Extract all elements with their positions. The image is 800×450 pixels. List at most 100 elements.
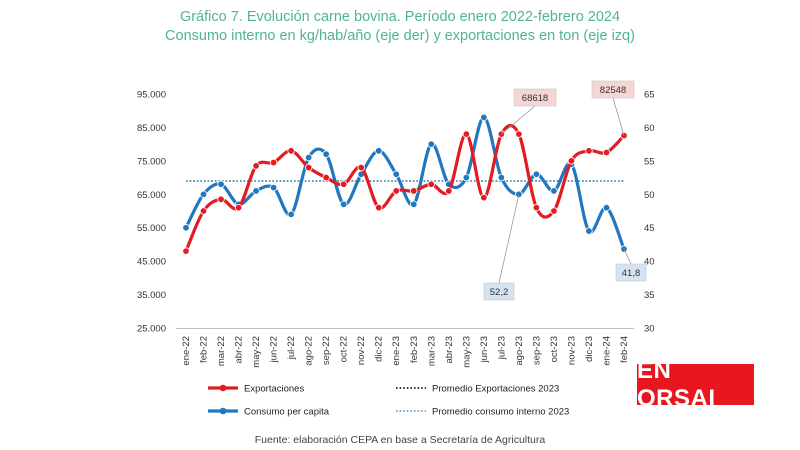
data-point-consumo <box>550 187 558 195</box>
y-left-tick-label: 85.000 <box>137 123 166 134</box>
x-tick-label: sep-22 <box>321 336 332 365</box>
x-tick-label: nov-22 <box>356 336 367 365</box>
x-tick-label: feb-22 <box>199 336 210 363</box>
x-tick-label: abr-22 <box>234 336 245 363</box>
data-point-exportaciones <box>322 173 330 182</box>
y-left-tick-label: 65.000 <box>137 190 166 201</box>
data-point-consumo <box>497 173 506 182</box>
x-tick-label: ago-23 <box>514 336 525 366</box>
y-left-tick-label: 75.000 <box>137 156 166 167</box>
annotation-box-consumo <box>483 282 515 301</box>
x-tick-label: oct-23 <box>549 336 560 362</box>
data-point-consumo <box>480 113 488 122</box>
y-right-tick-label: 65 <box>644 90 655 101</box>
data-point-exportaciones <box>462 130 471 138</box>
x-tick-label: mar-22 <box>216 336 227 366</box>
annotation-label-consumo: 52,2 <box>490 287 509 298</box>
data-point-exportaciones <box>357 163 365 172</box>
y-left-tick-label: 25.000 <box>137 324 166 335</box>
x-tick-label: ago-22 <box>304 336 315 366</box>
data-point-consumo <box>427 140 435 148</box>
data-point-exportaciones <box>199 207 208 215</box>
annotation-leader-consumo <box>498 194 520 284</box>
x-tick-label: mar-23 <box>426 336 437 366</box>
x-tick-label: may-22 <box>251 336 262 368</box>
data-point-consumo <box>304 153 313 162</box>
legend-label: Promedio Exportaciones 2023 <box>432 384 559 395</box>
data-point-exportaciones <box>515 130 523 138</box>
x-tick-label: jun-23 <box>479 336 490 363</box>
data-point-exportaciones <box>252 162 260 170</box>
y-right-tick-label: 50 <box>644 190 655 201</box>
data-point-consumo <box>269 183 278 192</box>
data-point-exportaciones <box>392 187 400 195</box>
data-point-exportaciones <box>182 247 190 255</box>
data-point-consumo <box>199 190 208 198</box>
data-point-exportaciones <box>375 203 383 212</box>
data-point-exportaciones <box>567 157 576 165</box>
x-tick-label: sep-23 <box>531 336 542 365</box>
x-tick-label: jun-22 <box>269 336 280 363</box>
y-right-tick-label: 55 <box>644 156 655 167</box>
x-tick-label: ene-24 <box>601 336 612 366</box>
annotation-leader-consumo <box>623 248 632 265</box>
annotation-label-consumo: 41,8 <box>622 268 641 279</box>
data-point-exportaciones <box>234 203 243 212</box>
data-point-exportaciones <box>287 147 295 155</box>
x-tick-label: ene-23 <box>391 336 402 366</box>
annotation-leader-exportaciones <box>501 105 536 135</box>
annotation-box-exportaciones <box>513 88 557 107</box>
data-point-consumo <box>532 170 541 178</box>
x-tick-label: dic-23 <box>584 336 595 362</box>
x-tick-label: may-23 <box>461 336 472 368</box>
data-point-exportaciones <box>304 163 313 172</box>
x-tick-label: jul-23 <box>496 336 507 360</box>
y-left-tick-label: 95.000 <box>137 90 166 101</box>
annotation-box-consumo <box>615 263 647 282</box>
en-orsai-logo: EN ORSAI <box>637 357 754 412</box>
data-point-exportaciones <box>445 187 453 195</box>
data-point-exportaciones <box>550 207 558 215</box>
y-right-tick-label: 30 <box>644 324 655 335</box>
x-tick-label: jul-22 <box>286 336 297 360</box>
annotation-box-exportaciones <box>591 80 635 99</box>
legend-label: Consumo per capita <box>244 407 330 418</box>
legend-swatch-marker <box>219 407 227 415</box>
legend-label: Exportaciones <box>244 384 304 395</box>
y-left-tick-label: 55.000 <box>137 223 166 234</box>
data-point-consumo <box>252 187 260 195</box>
data-point-exportaciones <box>532 203 541 212</box>
data-point-exportaciones <box>585 147 593 155</box>
data-point-consumo <box>392 170 400 178</box>
data-point-consumo <box>182 224 190 232</box>
y-left-tick-label: 35.000 <box>137 290 166 301</box>
data-point-consumo <box>375 147 383 155</box>
annotation-leader-exportaciones <box>612 97 625 136</box>
y-right-tick-label: 45 <box>644 223 655 234</box>
x-tick-label: nov-23 <box>566 336 577 365</box>
data-point-exportaciones <box>217 195 225 203</box>
data-point-exportaciones <box>480 193 488 202</box>
chart-subtitle: Consumo interno en kg/hab/año (eje der) … <box>165 28 635 44</box>
annotation-label-exportaciones: 68618 <box>522 93 548 104</box>
data-point-exportaciones <box>410 187 418 195</box>
legend-swatch-marker <box>219 384 227 392</box>
data-point-consumo <box>410 200 418 209</box>
series-line-exportaciones <box>184 123 626 253</box>
data-point-exportaciones <box>269 158 278 167</box>
y-right-tick-label: 60 <box>644 123 655 134</box>
data-point-exportaciones <box>339 180 348 188</box>
annotation-label-exportaciones: 82548 <box>600 85 626 96</box>
chart-title: Gráfico 7. Evolución carne bovina. Perío… <box>179 9 621 25</box>
x-tick-label: oct-22 <box>339 336 350 362</box>
data-point-consumo <box>585 227 593 235</box>
y-right-tick-label: 35 <box>644 290 655 301</box>
data-point-exportaciones <box>427 180 435 188</box>
source-note: Fuente: elaboración CEPA en base a Secre… <box>254 434 546 446</box>
data-point-consumo <box>602 203 611 212</box>
x-tick-label: ene-22 <box>181 336 192 366</box>
data-point-consumo <box>322 150 330 158</box>
x-tick-label: abr-23 <box>444 336 455 363</box>
data-point-consumo <box>217 180 225 188</box>
